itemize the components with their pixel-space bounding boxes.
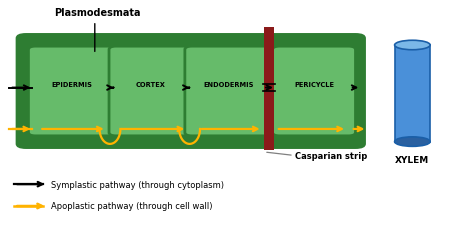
Text: Plasmodesmata: Plasmodesmata — [55, 8, 141, 18]
FancyBboxPatch shape — [185, 47, 273, 136]
Text: XYLEM: XYLEM — [395, 156, 429, 165]
Text: Apoplastic pathway (through cell wall): Apoplastic pathway (through cell wall) — [51, 202, 213, 211]
Text: PERICYCLE: PERICYCLE — [294, 82, 334, 88]
FancyBboxPatch shape — [109, 47, 192, 136]
Text: CORTEX: CORTEX — [136, 82, 165, 88]
Text: Casparian strip: Casparian strip — [295, 151, 367, 160]
Bar — [264, 27, 274, 150]
FancyBboxPatch shape — [16, 34, 366, 149]
Text: ENDODERMIS: ENDODERMIS — [203, 82, 254, 88]
Bar — [394, 46, 430, 142]
Text: Symplastic pathway (through cytoplasm): Symplastic pathway (through cytoplasm) — [51, 180, 224, 189]
Ellipse shape — [394, 137, 430, 147]
Text: EPIDERMIS: EPIDERMIS — [52, 82, 93, 88]
FancyBboxPatch shape — [273, 47, 356, 136]
Ellipse shape — [394, 41, 430, 51]
FancyBboxPatch shape — [28, 47, 116, 136]
